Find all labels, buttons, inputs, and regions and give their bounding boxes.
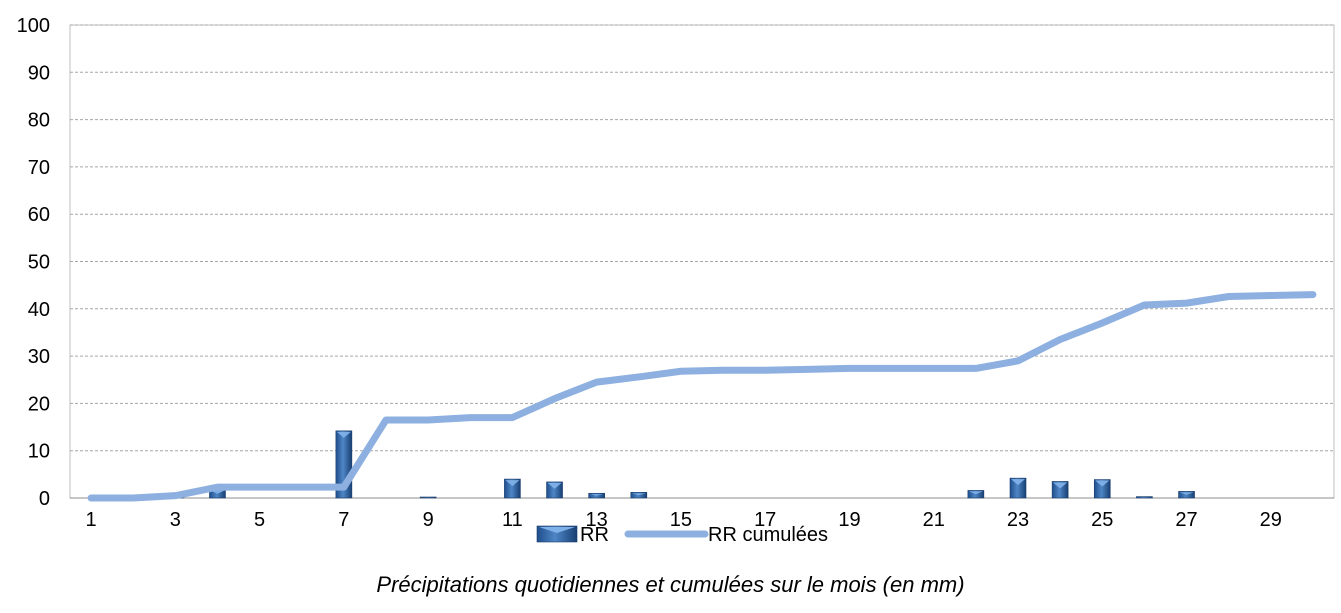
legend-swatch-bar [536,525,578,543]
x-tick-label: 13 [586,509,608,531]
x-tick-label: 15 [670,509,692,531]
y-tick-label: 10 [28,441,50,463]
bar [588,492,605,499]
bar-body [504,478,521,499]
x-tick-label: 1 [86,509,97,531]
bar-highlight [505,480,520,487]
x-tick-label: 27 [1175,509,1197,531]
y-tick-label: 40 [28,299,50,321]
line-series [87,291,1317,502]
gridlines [69,24,1335,499]
legend-label: RR cumulées [708,524,828,546]
x-tick-label: 5 [254,509,265,531]
bar [1093,479,1111,499]
bar-highlight [1011,479,1025,486]
y-tick-label: 20 [28,393,50,415]
cumulative-line [87,291,1317,502]
y-tick-label: 50 [28,252,50,274]
bar-body [630,492,648,499]
x-tick-label: 9 [423,509,434,531]
x-tick-label: 17 [754,509,776,531]
bar-highlight [1179,492,1194,495]
bar-body [1009,477,1027,499]
x-tick-label: 21 [923,509,945,531]
x-tick-label: 25 [1091,509,1113,531]
bar-highlight [631,493,646,496]
legend-label: RR [580,524,609,546]
bar-highlight [968,491,983,495]
bar-body [1051,481,1069,499]
x-tick-label: 23 [1007,509,1029,531]
bar-highlight [336,431,351,438]
bar [1136,496,1153,499]
y-tick-label: 100 [17,15,50,37]
bar-highlight [1053,482,1068,489]
legend-item-rr: RR [536,524,609,546]
bar-body [546,481,563,499]
bar-highlight [1095,480,1110,487]
y-tick-label: 30 [28,346,50,368]
bar [630,492,648,499]
bar-highlight [547,482,562,489]
bar [1051,481,1069,499]
y-tick-label: 70 [28,157,50,179]
bar-body [419,496,437,499]
bar [967,490,985,499]
bar [1009,477,1027,499]
y-tick-label: 0 [39,488,50,510]
chart-caption: Précipitations quotidiennes et cumulées … [376,572,965,597]
x-tick-label: 29 [1260,509,1282,531]
bar-highlight [589,494,604,496]
bar-body [1136,496,1153,499]
bar [419,496,437,499]
y-tick-label: 60 [28,204,50,226]
bar [504,478,521,499]
legend-swatch-highlight [539,527,575,533]
bar [1178,491,1195,499]
x-tick-label: 7 [338,509,349,531]
bar [546,481,563,499]
y-tick-label: 90 [28,62,50,84]
legend-item-rr-cumulees: RR cumulées [624,524,828,546]
x-tick-label: 11 [502,509,523,531]
y-tick-label: 80 [28,110,50,132]
x-tick-label: 3 [170,509,181,531]
legend: RR RR cumulées [536,524,828,546]
x-tick-label: 19 [838,509,860,531]
bar-body [1093,479,1111,499]
